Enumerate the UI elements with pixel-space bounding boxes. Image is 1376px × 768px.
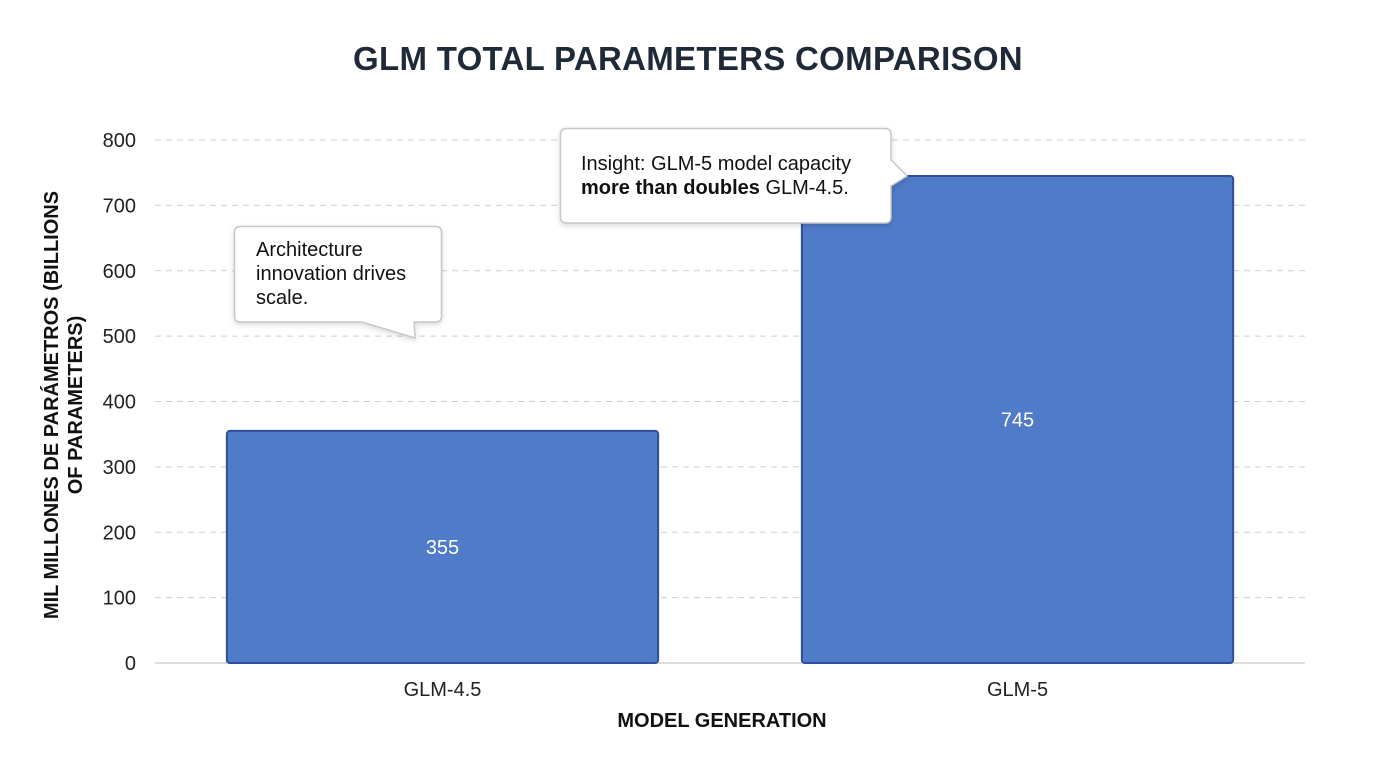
y-tick-label: 0	[125, 653, 136, 675]
annotation-line: Architecture	[256, 239, 363, 261]
y-tick-label: 800	[103, 130, 136, 152]
x-axis-title: MODEL GENERATION	[617, 710, 826, 732]
y-axis-title-line-2: OF PARAMETERS)	[65, 316, 87, 495]
y-axis-ticks: 0 100 200 300 400 500 600 700 800	[103, 130, 136, 675]
bar-value-label: 355	[426, 537, 459, 559]
bars: 355 745	[225, 174, 1235, 665]
bar-value-label: 745	[1001, 409, 1034, 431]
annotation-line: innovation drives	[256, 263, 407, 285]
bar-glm-5	[800, 174, 1235, 665]
chart-title: GLM TOTAL PARAMETERS COMPARISON	[353, 40, 1023, 77]
y-tick-label: 300	[103, 457, 136, 479]
annotation-insight-text: Insight: GLM-5 model capacity more than …	[581, 152, 851, 200]
annotation-line: more than doubles GLM-4.5.	[581, 176, 851, 200]
y-axis-title: MIL MILLONES DE PARÁMETROS (BILLIONS OF …	[40, 191, 87, 619]
annotation-line: Insight: GLM-5 model capacity	[581, 153, 852, 175]
annotation-architecture-callout: Architecture innovation drives scale.	[233, 225, 454, 346]
x-tick-label: GLM-5	[987, 679, 1048, 701]
x-axis-ticks: GLM-4.5 GLM-5	[404, 679, 1048, 701]
annotation-insight-callout: Insight: GLM-5 model capacity more than …	[559, 127, 920, 228]
callout-bubble-shape	[233, 225, 443, 340]
y-tick-label: 100	[103, 588, 136, 610]
y-tick-label: 200	[103, 522, 136, 544]
y-tick-label: 400	[103, 392, 136, 414]
y-tick-label: 700	[103, 195, 136, 217]
annotation-emphasis: more than doubles	[581, 177, 760, 199]
y-axis-title-line-1: MIL MILLONES DE PARÁMETROS (BILLIONS	[40, 191, 63, 619]
y-tick-label: 500	[103, 326, 136, 348]
bar-glm-4-5	[225, 429, 660, 665]
annotation-line-rest: GLM-4.5.	[759, 177, 849, 199]
x-tick-label: GLM-4.5	[404, 679, 482, 701]
annotation-architecture-text: Architecture innovation drives scale.	[256, 238, 406, 310]
annotation-line: scale.	[256, 287, 309, 309]
y-tick-label: 600	[103, 261, 136, 283]
callout-bubble-shape	[559, 127, 909, 224]
